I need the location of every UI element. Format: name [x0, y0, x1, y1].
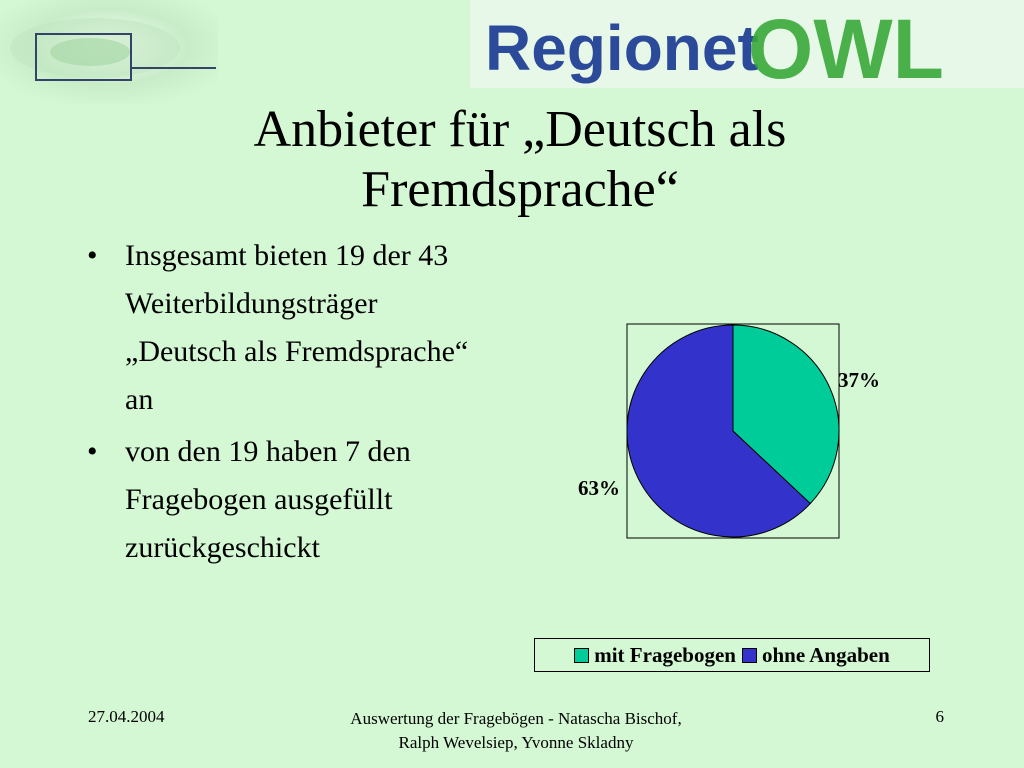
pie-chart: 37% 63% [560, 320, 940, 560]
chart-legend: mit Fragebogen ohne Angaben [534, 638, 930, 672]
legend-item-ohne-angaben: ohne Angaben [741, 642, 890, 668]
footer-credits: Auswertung der Fragebögen - Natascha Bis… [350, 709, 682, 752]
eye-logo-image [0, 0, 218, 104]
bullet-list: • Insgesamt bieten 19 der 43 Weiterbildun… [85, 232, 475, 576]
logo-owl-text: OWL [748, 2, 944, 88]
slide-title: Anbieter für „Deutsch als Fremdsprache“ [253, 101, 787, 218]
pie-slice-ohne-angaben [626, 324, 811, 538]
regionet-owl-logo: Regionet OWL [470, 0, 1024, 88]
bullet-item: • von den 19 haben 7 den Fragebogen ausge… [85, 428, 475, 572]
slice-label-mit-fragebogen: 37% [838, 368, 880, 392]
bullet-text: Insgesamt bieten 19 der 43 Weiterbildung… [125, 239, 469, 416]
logo-regionet-text: Regionet [485, 12, 759, 84]
bullet-item: • Insgesamt bieten 19 der 43 Weiterbildun… [85, 232, 475, 424]
footer-date: 27.04.2004 [88, 707, 165, 726]
legend-swatch [741, 647, 757, 663]
legend-swatch [574, 647, 590, 663]
legend-item-mit-fragebogen: mit Fragebogen [574, 643, 736, 668]
legend-label: mit Fragebogen [594, 642, 736, 667]
bullet-text: von den 19 haben 7 den Fragebogen ausgef… [125, 435, 411, 564]
bullet-icon: • [87, 435, 98, 468]
pie-slice-mit-fragebogen [732, 324, 840, 505]
legend-label: ohne Angaben [761, 642, 890, 667]
page-number: 6 [935, 707, 945, 726]
bullet-icon: • [87, 239, 98, 272]
slice-label-ohne-angaben: 63% [578, 476, 620, 500]
